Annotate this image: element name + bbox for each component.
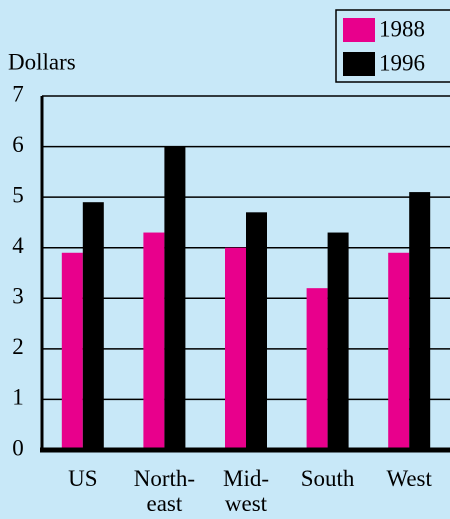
bar (327, 232, 349, 450)
y-axis-label: Dollars (8, 49, 76, 74)
x-tick-label: US (68, 466, 98, 491)
x-tick-label: Mid- west (223, 466, 269, 516)
legend-label: 1996 (379, 50, 425, 75)
y-tick-label: 0 (12, 435, 24, 460)
y-tick-label: 5 (12, 182, 24, 207)
y-tick-label: 6 (12, 132, 24, 157)
bar (225, 247, 246, 450)
legend-label: 1988 (379, 16, 425, 41)
bar (246, 212, 267, 450)
y-tick-label: 4 (12, 233, 24, 258)
bar (61, 252, 83, 450)
x-tick-label: South (300, 466, 355, 491)
bar (143, 232, 165, 450)
y-tick-label: 1 (12, 385, 24, 410)
y-tick-label: 3 (12, 284, 24, 309)
x-tick-label: North- east (133, 466, 196, 516)
bar (82, 202, 104, 450)
legend-swatch (343, 18, 375, 42)
x-tick-label: West (386, 466, 432, 491)
bar (306, 288, 328, 450)
legend-swatch (343, 52, 375, 76)
y-tick-label: 7 (12, 81, 24, 106)
bar (164, 146, 186, 451)
bar (409, 192, 431, 451)
bar (388, 252, 410, 450)
y-tick-label: 2 (12, 334, 24, 359)
